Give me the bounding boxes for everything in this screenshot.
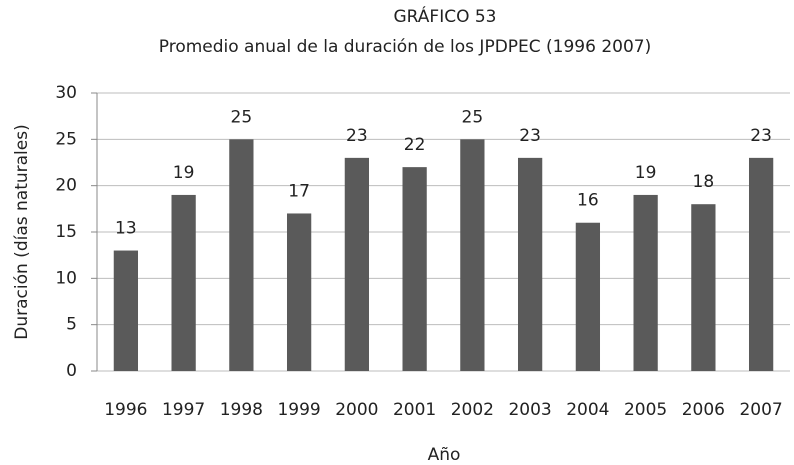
y-tick-label: 15 — [55, 222, 77, 242]
y-axis-label: Duración (días naturales) — [12, 124, 32, 339]
bar — [229, 139, 254, 371]
data-label: 17 — [288, 181, 310, 201]
x-tick-label: 2005 — [624, 400, 667, 420]
data-label: 16 — [577, 191, 599, 211]
x-tick-label: 1996 — [104, 400, 147, 420]
data-label: 25 — [462, 107, 484, 127]
x-tick-label: 2007 — [739, 400, 782, 420]
bar — [691, 204, 716, 371]
data-label: 23 — [519, 126, 541, 146]
x-tick-label: 2000 — [335, 400, 378, 420]
data-label: 22 — [404, 135, 426, 155]
x-tick-label: 1999 — [277, 400, 320, 420]
bar — [575, 222, 601, 371]
bar — [460, 139, 485, 371]
y-tick-label: 10 — [55, 268, 77, 288]
data-label: 19 — [635, 163, 657, 183]
y-tick-label: 25 — [55, 129, 77, 149]
chart-title: GRÁFICO 53 — [393, 5, 496, 27]
y-tick-label: 0 — [66, 361, 77, 381]
x-tick-label: 2006 — [682, 400, 725, 420]
y-tick-label: 30 — [55, 83, 77, 103]
x-axis-label: Año — [428, 445, 461, 465]
bar — [344, 157, 370, 371]
x-tick-label: 1997 — [162, 400, 205, 420]
x-tick-label: 2002 — [451, 400, 494, 420]
data-label: 25 — [231, 107, 253, 127]
bar — [286, 213, 312, 371]
x-tick-label: 2003 — [508, 400, 551, 420]
y-tick-label: 20 — [55, 176, 77, 196]
bar — [748, 157, 774, 371]
x-tick-label: 1998 — [220, 400, 263, 420]
chart-subtitle: Promedio anual de la duración de los JPD… — [159, 37, 652, 57]
data-label: 19 — [173, 163, 195, 183]
data-label: 13 — [115, 219, 137, 239]
bar — [633, 194, 658, 371]
bar — [517, 157, 543, 371]
y-tick-label: 5 — [66, 315, 77, 335]
x-tick-label: 2004 — [566, 400, 609, 420]
bar — [113, 250, 139, 371]
data-label: 23 — [750, 126, 772, 146]
x-tick-label: 2001 — [393, 400, 436, 420]
bar — [171, 194, 196, 371]
data-label: 18 — [693, 172, 715, 192]
data-label: 23 — [346, 126, 368, 146]
bar — [402, 167, 427, 371]
